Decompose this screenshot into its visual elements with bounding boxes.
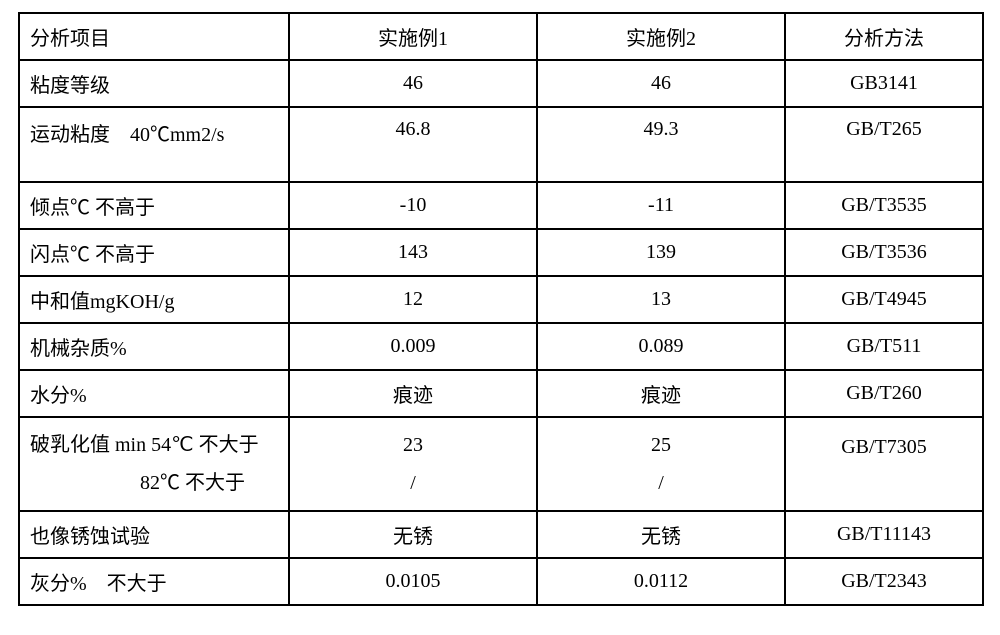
- cell-method: GB/T511: [785, 323, 983, 370]
- cell-item: 中和值mgKOH/g: [19, 276, 289, 323]
- table-row: 倾点℃ 不高于 -10 -11 GB/T3535: [19, 182, 983, 229]
- cell-ex1: 0.009: [289, 323, 537, 370]
- table-row: 破乳化值 min 54℃ 不大于 82℃ 不大于 23 / 25 / GB/T7…: [19, 417, 983, 511]
- cell-method: GB/T2343: [785, 558, 983, 605]
- cell-item: 水分%: [19, 370, 289, 417]
- cell-ex1: 46.8: [289, 107, 537, 182]
- cell-ex2-line1: 25: [651, 434, 671, 456]
- cell-item-line1: 破乳化值 min 54℃ 不大于: [30, 434, 259, 456]
- cell-method: GB/T7305: [785, 417, 983, 511]
- page: 分析项目 实施例1 实施例2 分析方法 粘度等级 46 46 GB3141 运动…: [0, 0, 1000, 635]
- cell-ex1: 23 /: [289, 417, 537, 511]
- table-row: 运动粘度 40℃mm2/s 46.8 49.3 GB/T265: [19, 107, 983, 182]
- cell-item: 灰分% 不大于: [19, 558, 289, 605]
- cell-method: GB/T3536: [785, 229, 983, 276]
- cell-method: GB/T260: [785, 370, 983, 417]
- cell-item: 也像锈蚀试验: [19, 511, 289, 558]
- cell-method: GB/T265: [785, 107, 983, 182]
- col-header-ex2: 实施例2: [537, 13, 785, 60]
- cell-method: GB/T4945: [785, 276, 983, 323]
- table-row: 水分% 痕迹 痕迹 GB/T260: [19, 370, 983, 417]
- cell-ex1: 0.0105: [289, 558, 537, 605]
- table-header-row: 分析项目 实施例1 实施例2 分析方法: [19, 13, 983, 60]
- table-row: 机械杂质% 0.009 0.089 GB/T511: [19, 323, 983, 370]
- col-header-item: 分析项目: [19, 13, 289, 60]
- cell-ex2: 13: [537, 276, 785, 323]
- cell-ex2: 无锈: [537, 511, 785, 558]
- cell-item: 闪点℃ 不高于: [19, 229, 289, 276]
- cell-ex2: 46: [537, 60, 785, 107]
- cell-method: GB/T3535: [785, 182, 983, 229]
- cell-ex2-line2: /: [658, 472, 664, 494]
- cell-item: 倾点℃ 不高于: [19, 182, 289, 229]
- cell-ex1-line1: 23: [403, 434, 423, 456]
- cell-ex2: -11: [537, 182, 785, 229]
- col-header-method: 分析方法: [785, 13, 983, 60]
- cell-item: 粘度等级: [19, 60, 289, 107]
- cell-ex1: 无锈: [289, 511, 537, 558]
- cell-ex1-line2: /: [410, 472, 416, 494]
- cell-item: 破乳化值 min 54℃ 不大于 82℃ 不大于: [19, 417, 289, 511]
- cell-ex2: 0.089: [537, 323, 785, 370]
- cell-ex2: 139: [537, 229, 785, 276]
- cell-ex1: 痕迹: [289, 370, 537, 417]
- cell-item: 机械杂质%: [19, 323, 289, 370]
- cell-ex1: 12: [289, 276, 537, 323]
- table-row: 灰分% 不大于 0.0105 0.0112 GB/T2343: [19, 558, 983, 605]
- cell-ex2: 49.3: [537, 107, 785, 182]
- table-row: 粘度等级 46 46 GB3141: [19, 60, 983, 107]
- cell-item-line2: 82℃ 不大于: [30, 464, 245, 502]
- cell-method: GB3141: [785, 60, 983, 107]
- analysis-table: 分析项目 实施例1 实施例2 分析方法 粘度等级 46 46 GB3141 运动…: [18, 12, 984, 606]
- cell-ex2: 0.0112: [537, 558, 785, 605]
- cell-ex1: -10: [289, 182, 537, 229]
- cell-ex2: 痕迹: [537, 370, 785, 417]
- cell-ex2: 25 /: [537, 417, 785, 511]
- col-header-ex1: 实施例1: [289, 13, 537, 60]
- table-row: 也像锈蚀试验 无锈 无锈 GB/T11143: [19, 511, 983, 558]
- cell-item: 运动粘度 40℃mm2/s: [19, 107, 289, 182]
- table-row: 中和值mgKOH/g 12 13 GB/T4945: [19, 276, 983, 323]
- table-row: 闪点℃ 不高于 143 139 GB/T3536: [19, 229, 983, 276]
- cell-ex1: 46: [289, 60, 537, 107]
- cell-method: GB/T11143: [785, 511, 983, 558]
- cell-ex1: 143: [289, 229, 537, 276]
